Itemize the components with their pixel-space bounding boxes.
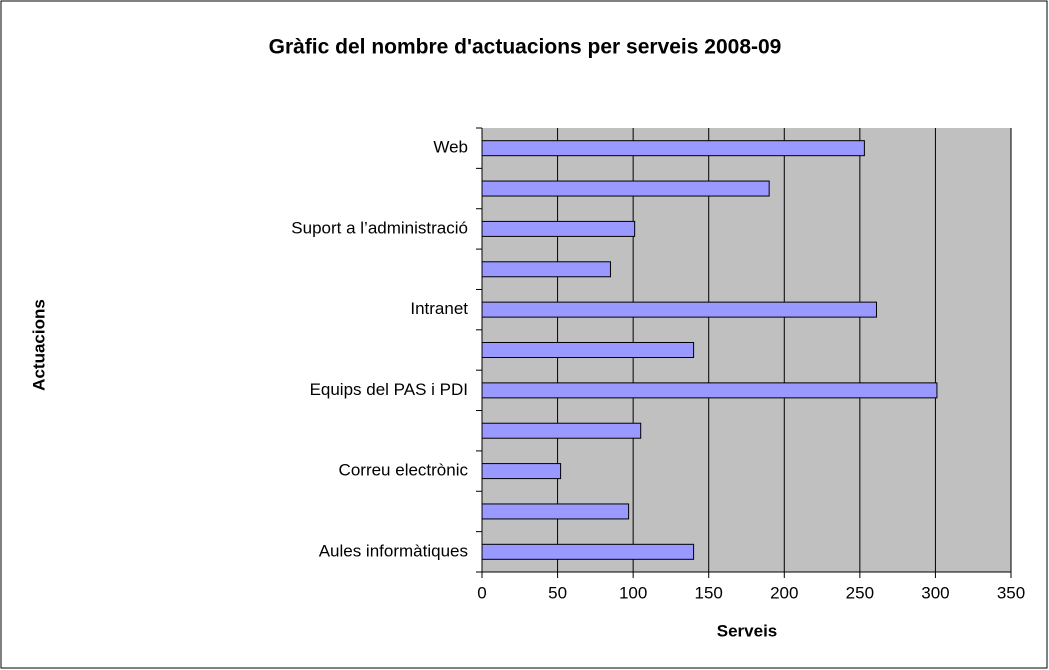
bar [481,301,877,318]
chart-title: Gràfic del nombre d'actuacions per serve… [269,36,782,59]
x-tick-label: 0 [477,583,486,602]
y-axis-title: Actuacions [29,299,48,391]
bar [481,503,630,520]
x-tick-label: 250 [846,583,874,602]
x-tick-label: 100 [619,583,647,602]
y-tick-label: Equips del PAS i PDI [310,380,468,399]
y-tick-label: Suport a l’administració [291,218,468,237]
x-tick-label: 200 [770,583,798,602]
bar [481,342,695,358]
bar [481,140,865,157]
x-tick-label: 50 [548,583,567,602]
bar [481,220,636,237]
x-tick-label: 300 [921,583,949,602]
y-tick-label: Aules informàtiques [319,541,468,560]
bar [481,463,562,480]
bar [481,382,938,399]
x-axis-title: Serveis [717,621,778,640]
x-tick-label: 150 [695,583,723,602]
x-tick-label: 350 [997,583,1025,602]
bar [481,422,642,439]
y-tick-label: Correu electrònic [339,461,469,480]
y-tick-label: Web [433,138,468,157]
y-tick-label: Intranet [410,299,468,318]
bar [481,543,695,560]
bar [481,180,770,197]
bar [481,261,611,278]
